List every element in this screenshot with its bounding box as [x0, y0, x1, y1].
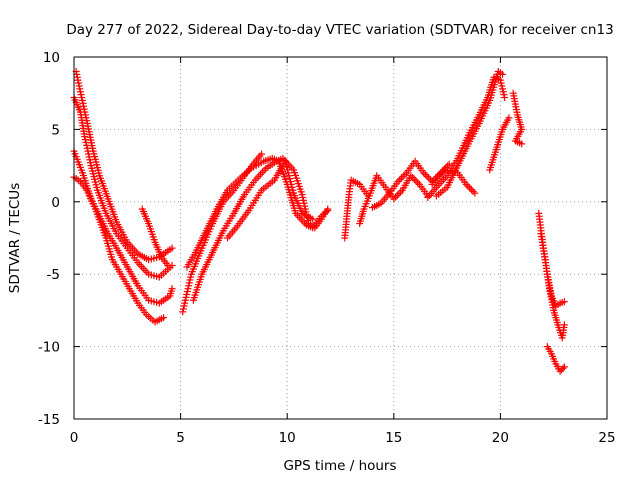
data-point-marker	[258, 150, 266, 158]
series-track-i	[224, 157, 317, 242]
data-point-marker	[401, 171, 409, 179]
data-point-marker	[464, 182, 472, 190]
data-point-marker	[445, 160, 453, 168]
grid-lines	[74, 57, 607, 419]
data-point-marker	[560, 298, 568, 306]
data-point-marker	[505, 114, 513, 122]
data-point-marker	[466, 184, 474, 192]
x-tick-label: 0	[70, 430, 79, 446]
series-track-o	[428, 166, 479, 197]
y-tick-label: -10	[38, 340, 60, 356]
data-point-marker	[395, 190, 403, 198]
y-tick-label: -5	[47, 267, 60, 283]
series-track-p	[486, 114, 513, 174]
x-tick-label: 5	[176, 430, 185, 446]
series-track-k	[356, 172, 432, 228]
data-point-marker	[499, 70, 507, 78]
series-track-h	[183, 154, 332, 271]
x-tick-label: 10	[279, 430, 296, 446]
series-track-e	[138, 205, 172, 270]
data-point-marker	[471, 189, 479, 197]
y-tick-label: 5	[51, 122, 60, 138]
data-point-marker	[423, 172, 431, 180]
data-point-marker	[421, 171, 429, 179]
data-point-marker	[560, 363, 568, 371]
data-point-marker	[393, 191, 401, 199]
y-tick-label: 0	[51, 195, 60, 211]
data-point-marker	[160, 314, 168, 322]
data-point-marker	[412, 177, 420, 185]
data-point-marker	[309, 215, 317, 223]
data-point-marker	[469, 187, 477, 195]
series-track-t	[543, 343, 568, 375]
series-track-q	[509, 89, 526, 148]
data-point-marker	[467, 186, 475, 194]
data-point-marker	[501, 94, 509, 102]
data-point-marker	[560, 321, 568, 329]
x-tick-label: 20	[492, 430, 509, 446]
y-axis-label: SDTVAR / TECUs	[7, 183, 23, 293]
series-track-n	[432, 67, 507, 200]
data-point-marker	[518, 140, 526, 148]
plot-frame	[73, 56, 608, 420]
y-tick-label: 10	[43, 50, 60, 66]
data-point-marker	[425, 174, 433, 182]
data-point-marker	[396, 176, 404, 184]
data-point-marker	[324, 206, 332, 214]
data-points	[70, 67, 568, 375]
data-point-marker	[399, 172, 407, 180]
x-axis-label: GPS time / hours	[283, 458, 396, 474]
data-point-marker	[559, 364, 567, 372]
chart-title: Day 277 of 2022, Sidereal Day-to-day VTE…	[66, 22, 613, 38]
data-point-marker	[168, 244, 176, 252]
series-track-s	[537, 230, 568, 342]
data-point-marker	[168, 285, 176, 293]
data-point-marker	[397, 188, 405, 196]
data-point-marker	[409, 173, 417, 181]
series-track-c	[70, 147, 176, 307]
x-tick-label: 15	[385, 430, 402, 446]
series-track-a	[70, 94, 176, 281]
x-tick-label: 25	[598, 430, 615, 446]
data-point-marker	[397, 174, 405, 182]
y-tick-label: -15	[38, 412, 60, 428]
data-point-marker	[410, 175, 418, 183]
data-point-marker	[414, 179, 422, 187]
data-point-marker	[164, 262, 172, 270]
